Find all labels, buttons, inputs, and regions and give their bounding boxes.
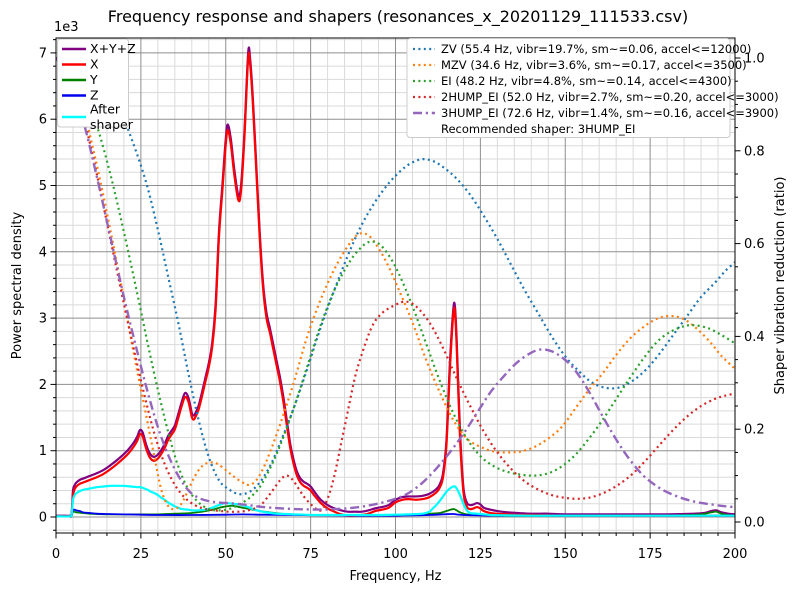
series-line-ei xyxy=(56,56,735,512)
y-axis-label-left: Power spectral density xyxy=(10,211,25,359)
y-right-tick-label: 0.4 xyxy=(744,330,765,345)
y-left-tick-label: 4 xyxy=(39,245,47,260)
y-left-tick-label: 0 xyxy=(39,511,47,526)
y-right-tick-label: 0.0 xyxy=(744,516,765,531)
legend-label-shaper: EI (48.2 Hz, vibr=4.8%, sm~=0.14, accel<… xyxy=(441,74,732,88)
y-right-tick-label: 0.6 xyxy=(744,237,765,252)
y-right-tick-label: 0.2 xyxy=(744,423,765,438)
x-tick-label: 200 xyxy=(723,547,748,562)
x-axis-label: Frequency, Hz xyxy=(349,569,441,584)
y-right-tick-label: 0.8 xyxy=(744,144,765,159)
chart-title: Frequency response and shapers (resonanc… xyxy=(108,7,688,27)
legend-box xyxy=(406,38,731,138)
axis-ticks xyxy=(50,39,741,539)
x-tick-label: 150 xyxy=(553,547,578,562)
x-tick-label: 75 xyxy=(302,547,319,562)
legend-label-shaper: 2HUMP_EI (52.0 Hz, vibr=2.7%, sm~=0.20, … xyxy=(441,90,779,104)
x-tick-label: 0 xyxy=(52,547,60,562)
y-left-tick-label: 6 xyxy=(39,113,47,128)
y-left-tick-label: 7 xyxy=(39,46,47,61)
x-tick-label: 100 xyxy=(383,547,408,562)
x-tick-label: 125 xyxy=(468,547,493,562)
y-axis-label-right: Shaper vibration reduction (ratio) xyxy=(773,177,788,395)
legend-label-shaper: 3HUMP_EI (72.6 Hz, vibr=1.4%, sm~=0.16, … xyxy=(441,106,779,120)
x-tick-label: 175 xyxy=(638,547,663,562)
legend-label: Z xyxy=(90,88,99,103)
legend-label: X xyxy=(90,57,99,72)
legend-label-shaper: MZV (34.6 Hz, vibr=3.6%, sm~=0.17, accel… xyxy=(441,58,747,72)
axis-tick-labels: 0 25 50 75 100 125 150 175 200 0 1 2 3 4 5 6 7 0.0 0.2 0.4 0… xyxy=(39,46,765,562)
y-axis-multiplier: 1e3 xyxy=(54,20,79,35)
series-line-zv xyxy=(56,56,735,496)
recommended-shaper-note: Recommended shaper: 3HUMP_EI xyxy=(441,122,635,136)
y-left-tick-label: 2 xyxy=(39,378,47,393)
legend-shapers: ZV (55.4 Hz, vibr=19.7%, sm~=0.06, accel… xyxy=(406,38,779,138)
x-tick-label: 50 xyxy=(217,547,234,562)
series-line-3hump-ei xyxy=(56,57,735,511)
legend-label: X+Y+Z xyxy=(90,41,136,56)
legend-label: Y xyxy=(89,72,98,87)
y-left-tick-label: 5 xyxy=(39,179,47,194)
series-line-z xyxy=(56,508,735,518)
legend-label: After shaper xyxy=(90,101,134,132)
y-left-tick-label: 1 xyxy=(39,444,47,459)
legend-label-shaper: ZV (55.4 Hz, vibr=19.7%, sm~=0.06, accel… xyxy=(441,42,751,56)
y-right-tick-label: 1.0 xyxy=(744,52,765,67)
series-lines xyxy=(56,46,735,518)
y-left-tick-label: 3 xyxy=(39,312,47,327)
legend-box xyxy=(57,38,129,128)
series-line-x xyxy=(56,51,735,518)
x-tick-label: 25 xyxy=(133,547,150,562)
